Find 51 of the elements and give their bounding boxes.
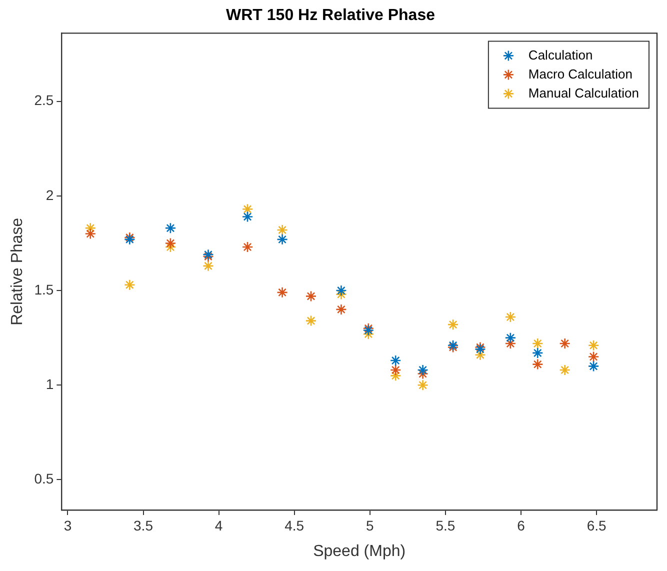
legend-label: Macro Calculation xyxy=(528,66,632,82)
point xyxy=(417,364,428,376)
x-tick-label: 6 xyxy=(517,517,526,534)
point xyxy=(588,360,600,372)
point xyxy=(532,347,544,359)
point xyxy=(559,364,570,376)
point xyxy=(390,354,402,366)
point xyxy=(532,338,544,350)
x-tick-label: 3 xyxy=(64,517,72,534)
x-tick-label: 3.5 xyxy=(134,517,154,534)
point xyxy=(276,234,288,246)
y-tick-label: 1.5 xyxy=(34,281,54,298)
point xyxy=(336,284,347,296)
y-tick-label: 1 xyxy=(46,376,54,392)
x-axis-title: Speed (Mph) xyxy=(313,542,406,560)
x-tick-label: 5 xyxy=(366,517,374,534)
point xyxy=(390,370,402,382)
point xyxy=(305,290,317,302)
point xyxy=(504,332,516,344)
point xyxy=(242,204,254,215)
point xyxy=(305,315,317,326)
point xyxy=(276,286,288,298)
point xyxy=(588,340,600,352)
legend-label: Calculation xyxy=(528,47,593,62)
point xyxy=(390,364,402,376)
point xyxy=(588,351,600,362)
point xyxy=(559,338,570,350)
point xyxy=(242,211,254,222)
x-tick-label: 6.5 xyxy=(586,517,606,534)
point xyxy=(84,228,96,240)
point xyxy=(84,222,96,234)
point xyxy=(164,222,176,234)
point xyxy=(504,311,516,323)
point xyxy=(532,358,544,370)
chart-title: WRT 150 Hz Relative Phase xyxy=(226,7,436,24)
point xyxy=(164,238,176,249)
point xyxy=(202,260,214,272)
legend-label: Manual Calculation xyxy=(528,85,640,100)
point xyxy=(242,241,254,253)
x-tick-label: 4 xyxy=(214,517,223,534)
y-axis-title: Relative Phase xyxy=(9,218,26,326)
point xyxy=(276,224,288,236)
y-tick-label: 0.5 xyxy=(34,470,54,487)
x-tick-label: 4.5 xyxy=(284,517,304,534)
point xyxy=(336,304,347,316)
point xyxy=(447,318,459,330)
point xyxy=(417,379,428,391)
y-tick-label: 2.5 xyxy=(34,92,54,108)
point xyxy=(124,279,136,290)
x-tick-label: 5.5 xyxy=(436,517,456,534)
y-tick-label: 2 xyxy=(46,186,54,203)
